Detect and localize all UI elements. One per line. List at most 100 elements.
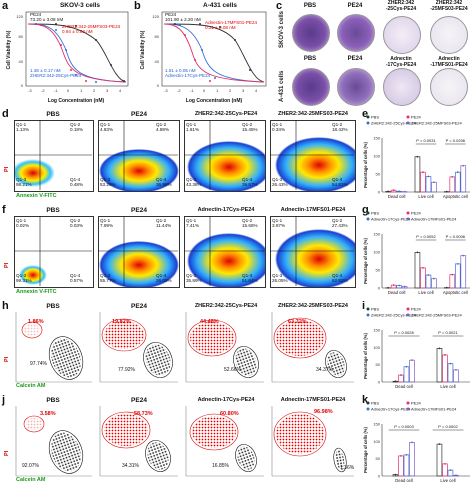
data-point (428, 176, 430, 178)
legend-entry: ZHER2:342-25MFS03-PE24 (411, 313, 462, 318)
data-point (457, 171, 459, 173)
p-value-label: P = 0.0021 (438, 330, 458, 335)
p-value-label: P = 0.0028 (394, 330, 414, 335)
legend-swatch (367, 402, 370, 405)
data-point (428, 274, 430, 276)
data-point (400, 455, 402, 457)
bar (443, 464, 448, 476)
y-tick-label: 100 (373, 154, 380, 159)
legend-swatch (367, 314, 370, 317)
legend-entry: PE24 (411, 211, 422, 216)
bar (443, 355, 448, 382)
data-point (406, 366, 408, 368)
data-point (400, 374, 402, 376)
legend-swatch (407, 408, 410, 411)
bar (415, 157, 420, 192)
data-point (393, 284, 395, 286)
legend-entry: Adnectin-17Cys-PE24 (371, 407, 411, 412)
y-axis-label: Percentage of cells (%) (363, 141, 368, 187)
legend-swatch (407, 122, 410, 125)
data-point (417, 156, 419, 158)
data-point (439, 347, 441, 349)
y-axis-label: Percentage of cells (%) (363, 332, 368, 378)
legend-entry: PE24 (411, 307, 422, 312)
data-point (406, 454, 408, 456)
bar (410, 442, 415, 476)
data-point (398, 285, 400, 287)
data-point (393, 189, 395, 191)
bar (461, 166, 466, 192)
legend-entry: PE24 (411, 115, 422, 120)
x-tick-label: Apoptotic cell (443, 194, 468, 199)
data-point (451, 274, 453, 276)
y-axis-label: Percentage of cells (%) (363, 426, 368, 472)
p-value-label: P = 0.0206 (446, 138, 466, 143)
panel-e-bar-chart: 050100150Percentage of cells (%)PBS PE24Z… (362, 112, 474, 204)
data-point (387, 287, 389, 289)
data-point (411, 359, 413, 361)
y-tick-label: 150 (373, 136, 380, 141)
panel-j-live-2: 16.85% (212, 464, 229, 469)
data-point (395, 474, 397, 476)
legend-entry: PBS (371, 401, 379, 406)
p-value-label: P = 0.0006 (446, 234, 466, 239)
legend-entry: PE24 (411, 401, 422, 406)
panel-i-bar-chart: 050100150Percentage of cells (%)PBS PE24Z… (362, 304, 474, 394)
data-point (422, 267, 424, 269)
x-tick-label: Dead cell (395, 478, 413, 483)
bar (432, 279, 437, 288)
data-point (404, 286, 406, 288)
data-point (455, 474, 457, 476)
x-tick-label: Apoptotic cell (443, 290, 468, 295)
legend-entry: Adnectin-17Cys-PE24 (371, 217, 411, 222)
panel-j-dead-1: 58.73% (134, 412, 153, 417)
legend-swatch (407, 212, 410, 215)
bar (399, 375, 404, 382)
data-point (446, 191, 448, 193)
y-tick-label: 150 (373, 422, 380, 427)
data-point (422, 171, 424, 173)
y-tick-label: 0 (378, 286, 381, 291)
data-point (446, 287, 448, 289)
x-tick-label: Dead cell (395, 384, 413, 389)
y-axis-label: Percentage of cells (%) (363, 237, 368, 283)
bar (426, 275, 431, 288)
data-point (433, 181, 435, 183)
legend-swatch (407, 116, 410, 119)
bar (437, 444, 442, 476)
legend-swatch (407, 218, 410, 221)
data-point (398, 190, 400, 192)
bar (426, 177, 431, 192)
legend-entry: ZHER2:342-25Cys-PE24 (371, 313, 416, 318)
y-tick-label: 100 (373, 439, 380, 444)
x-tick-label: Live cell (440, 478, 455, 483)
panel-j-dead-0: 3.58% (40, 412, 56, 417)
y-tick-label: 0 (378, 474, 381, 479)
data-point (439, 443, 441, 445)
legend-entry: PBS (371, 211, 379, 216)
p-value-label: P = 0.0002 (438, 424, 458, 429)
data-point (450, 363, 452, 365)
p-value-label: P = 0.0052 (416, 234, 436, 239)
legend-swatch (367, 408, 370, 411)
y-tick-label: 150 (373, 232, 380, 237)
panel-j-dead-2: 60.80% (220, 412, 239, 417)
panel-j-dead-3: 96.98% (314, 410, 333, 415)
data-point (444, 463, 446, 465)
data-point (411, 441, 413, 443)
data-point (387, 191, 389, 193)
panel-j-live-3: 1.36% (340, 466, 354, 471)
legend-swatch (367, 308, 370, 311)
bar (404, 455, 409, 476)
bar (461, 256, 466, 288)
p-value-label: P = 0.0031 (416, 138, 436, 143)
legend-entry: ZHER2:342-25Cys-PE24 (371, 121, 416, 126)
x-tick-label: Dead cell (388, 290, 406, 295)
panel-j-live-1: 34.31% (122, 464, 139, 469)
panel-k-bar-chart: 050100150Percentage of cells (%)PBS PE24A… (362, 398, 474, 488)
legend-swatch (367, 116, 370, 119)
bar (432, 182, 437, 192)
data-point (457, 263, 459, 265)
legend-swatch (407, 308, 410, 311)
